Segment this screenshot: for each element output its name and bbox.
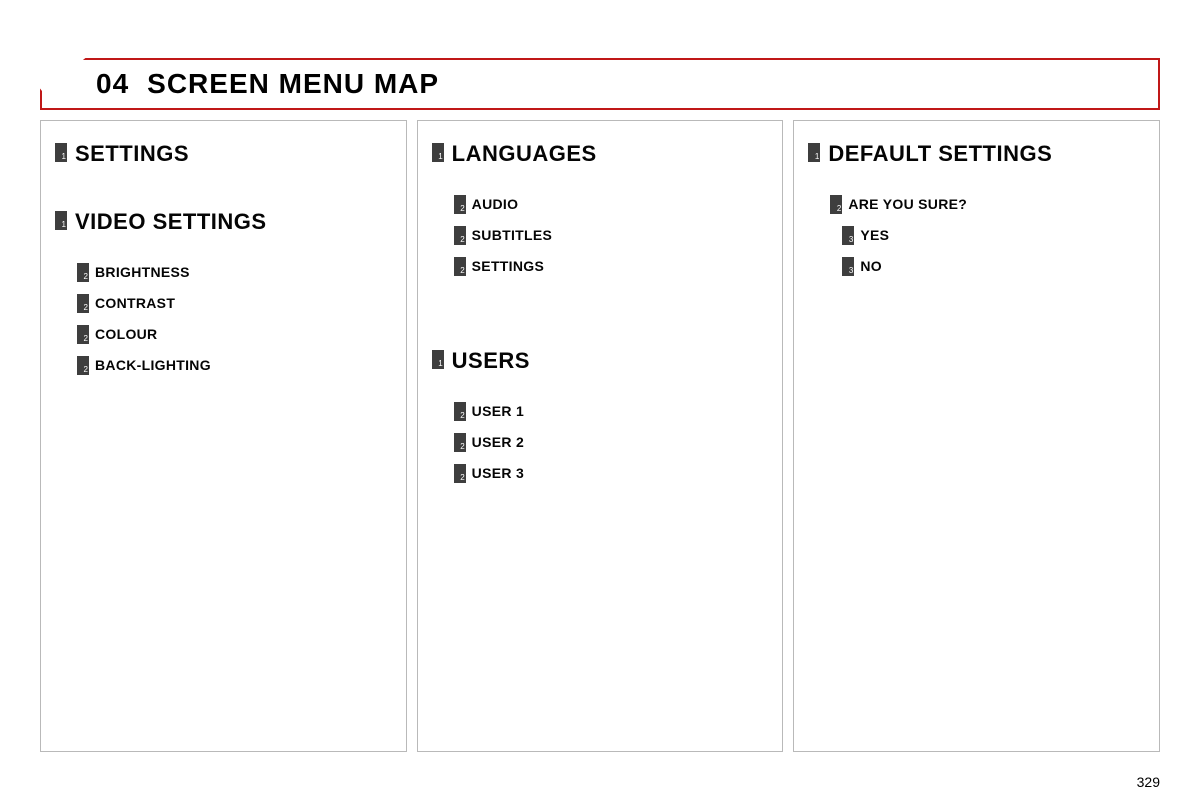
item-label: USER 3 <box>472 464 524 482</box>
item-label: USER 2 <box>472 433 524 451</box>
item-label: NO <box>860 257 882 275</box>
banner-title: SCREEN MENU MAP <box>147 68 439 100</box>
level-badge: 3 <box>842 257 854 276</box>
section-settings: 1 SETTINGS <box>55 141 388 167</box>
list-item: 3 YES <box>830 226 1141 245</box>
item-label: SETTINGS <box>472 257 544 275</box>
heading-languages: 1 LANGUAGES <box>432 141 765 167</box>
level-badge: 2 <box>77 356 89 375</box>
level-badge: 1 <box>808 143 820 162</box>
level-badge: 2 <box>77 325 89 344</box>
list-item: 2 COLOUR <box>77 325 388 344</box>
banner-number: 04 <box>96 68 129 100</box>
items-list: 2 USER 1 2 USER 2 2 USER 3 <box>432 402 765 483</box>
section-languages: 1 LANGUAGES 2 AUDIO 2 SUBTITLES 2 SETTIN… <box>432 141 765 276</box>
item-label: COLOUR <box>95 325 157 343</box>
heading-video-settings: 1 VIDEO SETTINGS <box>55 209 388 235</box>
heading-text: VIDEO SETTINGS <box>75 209 267 235</box>
list-item: 2 SETTINGS <box>454 257 765 276</box>
level-badge: 2 <box>77 263 89 282</box>
list-item: 2 CONTRAST <box>77 294 388 313</box>
level-badge: 3 <box>842 226 854 245</box>
columns-container: 1 SETTINGS 1 VIDEO SETTINGS 2 BRIGHTNESS… <box>40 120 1160 752</box>
level-badge: 2 <box>454 433 466 452</box>
item-label: ARE YOU SURE? <box>848 195 967 213</box>
list-item: 2 USER 1 <box>454 402 765 421</box>
heading-text: USERS <box>452 348 530 374</box>
item-label: AUDIO <box>472 195 519 213</box>
list-item: 2 SUBTITLES <box>454 226 765 245</box>
heading-default-settings: 1 DEFAULT SETTINGS <box>808 141 1141 167</box>
items-list: 2 BRIGHTNESS 2 CONTRAST 2 COLOUR 2 BACK-… <box>55 263 388 375</box>
list-item: 2 ARE YOU SURE? <box>830 195 1141 214</box>
item-label: BRIGHTNESS <box>95 263 190 281</box>
level-badge: 1 <box>432 143 444 162</box>
heading-text: SETTINGS <box>75 141 189 167</box>
level-badge: 2 <box>830 195 842 214</box>
heading-settings: 1 SETTINGS <box>55 141 388 167</box>
level-badge: 2 <box>454 195 466 214</box>
section-video-settings: 1 VIDEO SETTINGS 2 BRIGHTNESS 2 CONTRAST… <box>55 209 388 375</box>
list-item: 3 NO <box>830 257 1141 276</box>
section-banner: 04 SCREEN MENU MAP <box>40 58 1160 110</box>
list-item: 2 USER 2 <box>454 433 765 452</box>
list-item: 2 AUDIO <box>454 195 765 214</box>
list-item: 2 USER 3 <box>454 464 765 483</box>
level-badge: 2 <box>454 226 466 245</box>
column-0: 1 SETTINGS 1 VIDEO SETTINGS 2 BRIGHTNESS… <box>40 120 407 752</box>
items-list: 2 ARE YOU SURE? 3 YES 3 NO <box>808 195 1141 276</box>
section-default-settings: 1 DEFAULT SETTINGS 2 ARE YOU SURE? 3 YES… <box>808 141 1141 276</box>
section-users: 1 USERS 2 USER 1 2 USER 2 2 USER 3 <box>432 348 765 483</box>
item-label: USER 1 <box>472 402 524 420</box>
list-item: 2 BRIGHTNESS <box>77 263 388 282</box>
heading-text: LANGUAGES <box>452 141 597 167</box>
level-badge: 1 <box>55 143 67 162</box>
level-badge: 2 <box>454 257 466 276</box>
item-label: SUBTITLES <box>472 226 552 244</box>
column-1: 1 LANGUAGES 2 AUDIO 2 SUBTITLES 2 SETTIN… <box>417 120 784 752</box>
heading-text: DEFAULT SETTINGS <box>828 141 1052 167</box>
level-badge: 2 <box>77 294 89 313</box>
page-root: 04 SCREEN MENU MAP 1 SETTINGS 1 VIDEO SE… <box>0 0 1200 800</box>
page-number: 329 <box>1137 774 1160 790</box>
column-2: 1 DEFAULT SETTINGS 2 ARE YOU SURE? 3 YES… <box>793 120 1160 752</box>
level-badge: 2 <box>454 402 466 421</box>
level-badge: 1 <box>432 350 444 369</box>
item-label: YES <box>860 226 889 244</box>
level-badge: 1 <box>55 211 67 230</box>
heading-users: 1 USERS <box>432 348 765 374</box>
item-label: BACK-LIGHTING <box>95 356 211 374</box>
item-label: CONTRAST <box>95 294 175 312</box>
level-badge: 2 <box>454 464 466 483</box>
list-item: 2 BACK-LIGHTING <box>77 356 388 375</box>
items-list: 2 AUDIO 2 SUBTITLES 2 SETTINGS <box>432 195 765 276</box>
